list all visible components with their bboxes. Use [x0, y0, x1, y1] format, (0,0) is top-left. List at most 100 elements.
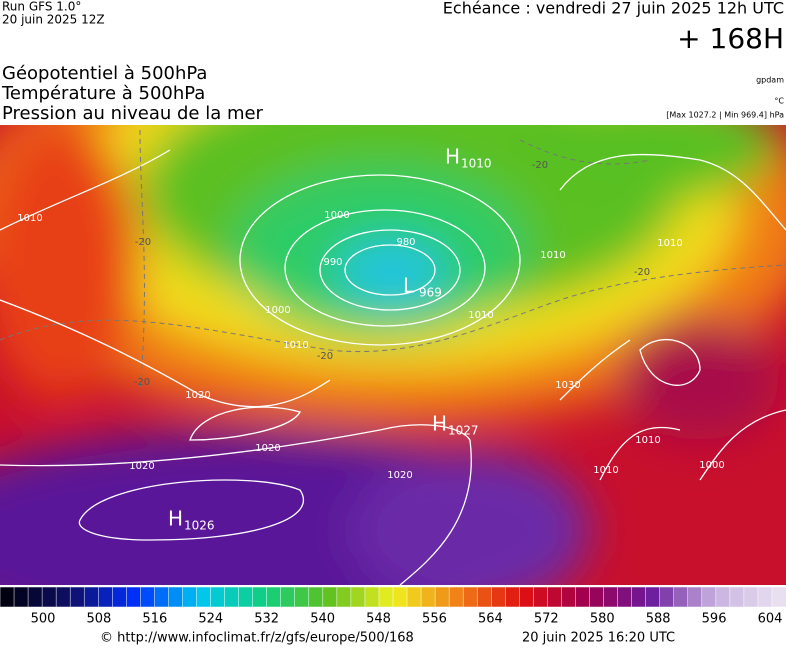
isobar-label: 1010 [540, 250, 565, 261]
colorbar-swatch [294, 586, 310, 608]
colorbar-swatch [687, 586, 703, 608]
unit: °C [774, 97, 784, 106]
colorbar-swatch [771, 586, 786, 608]
horizon: + 168H [677, 22, 784, 55]
colorbar-swatch [322, 586, 338, 608]
colorbar: 500 508 516 524 532 540 548 556 564 572 580 588 596 6… [0, 586, 786, 627]
colorbar-swatch [701, 586, 717, 608]
footer-stamp: 20 juin 2025 16:20 UTC [522, 631, 675, 646]
colorbar-swatch [0, 586, 15, 608]
colorbar-label: 604 [758, 612, 783, 627]
pressure-range: [Max 1027.2 | Min 969.4] hPa [666, 111, 784, 120]
isobar-label: 1000 [324, 210, 349, 221]
colorbar-label: 580 [590, 612, 615, 627]
colorbar-swatch [462, 586, 478, 608]
colorbar-label: 548 [366, 612, 391, 627]
colorbar-label: 564 [478, 612, 503, 627]
center-letter: H [168, 507, 183, 531]
unit: gpdam [756, 76, 784, 85]
colorbar-swatch [140, 586, 156, 608]
colorbar-swatch [448, 586, 464, 608]
colorbar-swatch [434, 586, 450, 608]
colorbar-swatch [659, 586, 675, 608]
title: Température à 500hPa [1, 83, 205, 104]
isobar-label: 1010 [468, 310, 493, 321]
colorbar-swatch [280, 586, 296, 608]
colorbar-swatch [575, 586, 591, 608]
colorbar-swatch [715, 586, 731, 608]
colorbar-swatch [533, 586, 549, 608]
colorbar-swatch [224, 586, 240, 608]
colorbar-swatch [673, 586, 689, 608]
colorbar-swatch [561, 586, 577, 608]
colorbar-swatch [252, 586, 268, 608]
colorbar-swatch [603, 586, 619, 608]
run: Run GFS 1.0° [2, 0, 81, 14]
colorbar-swatch [336, 586, 352, 608]
colorbar-swatch [547, 586, 563, 608]
colorbar-label: 500 [31, 612, 56, 627]
colorbar-swatch [55, 586, 71, 608]
isobar-label: 1000 [699, 460, 724, 471]
colorbar-label: 572 [534, 612, 559, 627]
colorbar-swatch [126, 586, 142, 608]
center-pressure: 969 [419, 286, 442, 300]
isobar-label: 980 [396, 237, 415, 248]
colorbar-swatch [392, 586, 408, 608]
isobar-label: 1030 [555, 380, 580, 391]
center-pressure: 1026 [184, 519, 215, 533]
colorbar-swatch [196, 586, 212, 608]
isobar-label: 990 [323, 257, 342, 268]
colorbar-swatch [364, 586, 380, 608]
colorbar-swatch [350, 586, 366, 608]
temperature-label: -20 [134, 377, 150, 388]
echeance: Echéance : vendredi 27 juin 2025 12h UTC [443, 0, 784, 18]
temperature-label: -20 [317, 351, 333, 362]
center-letter: L [403, 274, 415, 298]
isobar-label: 1010 [283, 340, 308, 351]
center-letter: H [432, 412, 447, 436]
colorbar-swatch [308, 586, 324, 608]
colorbar-swatch [505, 586, 521, 608]
isobar-label: 1000 [265, 305, 290, 316]
colorbar-swatch [210, 586, 226, 608]
colorbar-swatch [168, 586, 184, 608]
colorbar-swatch [406, 586, 422, 608]
isobar-label: 1020 [129, 461, 154, 472]
isobar-label: 1020 [255, 443, 280, 454]
colorbar-swatch [476, 586, 493, 608]
title: Géopotentiel à 500hPa [2, 63, 207, 84]
colorbar-label: 508 [87, 612, 112, 627]
colorbar-label: 540 [310, 612, 335, 627]
colorbar-swatch [631, 586, 647, 608]
center-pressure: 1027 [448, 424, 479, 438]
colorbar-swatch [13, 586, 29, 608]
isobar-label: 1020 [387, 470, 412, 481]
colorbar-swatch [420, 586, 436, 608]
temperature-label: -20 [634, 267, 650, 278]
colorbar-swatch [182, 586, 198, 608]
isobar-label: 1010 [635, 435, 660, 446]
colorbar-swatch [154, 586, 170, 608]
colorbar-swatch [27, 586, 43, 608]
temperature-label: -20 [135, 237, 151, 248]
colorbar-swatch [69, 586, 85, 608]
colorbar-label: 588 [646, 612, 671, 627]
colorbar-label: 524 [198, 612, 223, 627]
colorbar-swatch [757, 586, 773, 608]
colorbar-swatch [112, 586, 128, 608]
colorbar-swatch [589, 586, 605, 608]
map [0, 125, 786, 585]
colorbar-swatch [491, 586, 507, 608]
colorbar-label: 516 [142, 612, 167, 627]
colorbar-swatch [645, 586, 661, 608]
colorbar-swatch [378, 586, 394, 608]
temperature-label: -20 [532, 160, 548, 171]
center-pressure: 1010 [461, 157, 492, 171]
colorbar-label: 532 [254, 612, 279, 627]
colorbar-swatch [743, 586, 759, 608]
colorbar-swatch [617, 586, 633, 608]
title: Pression au niveau de la mer [2, 103, 264, 124]
colorbar-swatch [238, 586, 254, 608]
